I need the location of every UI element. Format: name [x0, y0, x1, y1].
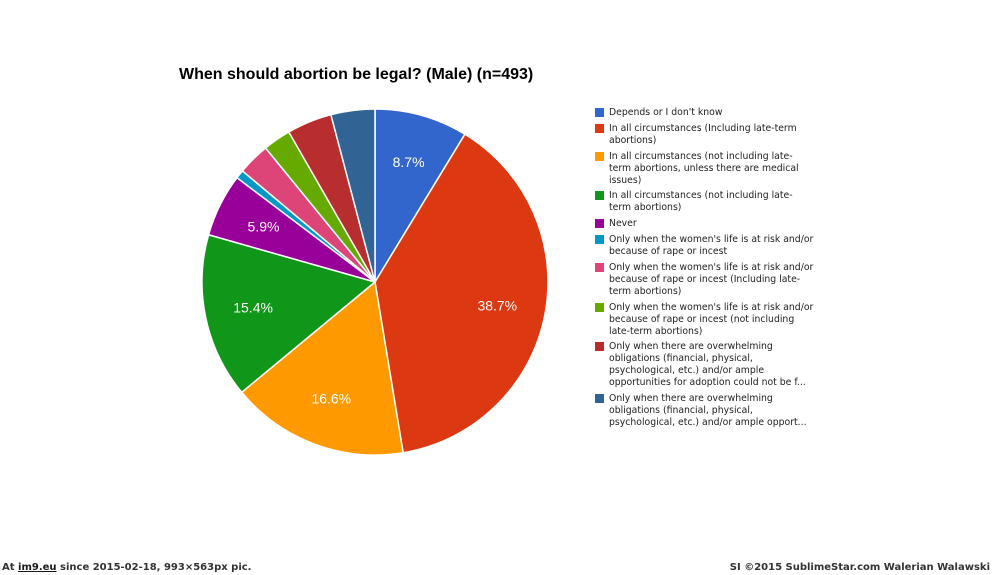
- legend-swatch-9: [595, 394, 604, 404]
- legend-item-5: Only when the women's life is at risk an…: [595, 234, 825, 258]
- legend-label-2-line-2: issues): [609, 174, 642, 186]
- legend-label-3-line-0: In all circumstances (not including late…: [609, 190, 793, 202]
- legend-item-0: Depends or I don't know: [595, 107, 825, 119]
- footer-credit-left: At im9.eu since 2015-02-18, 993×563px pi…: [2, 562, 251, 573]
- legend-label-2-line-0: In all circumstances (not including late…: [609, 150, 793, 162]
- legend-item-6: Only when the women's life is at risk an…: [595, 262, 825, 298]
- legend-item-4: Never: [595, 218, 825, 230]
- footer-site-link[interactable]: im9.eu: [18, 562, 57, 573]
- legend-swatch-7: [595, 302, 604, 312]
- pie-slice-label-4: 5.9%: [248, 219, 280, 235]
- legend-label-9-line-2: psychological, etc.) and/or ample opport…: [609, 416, 807, 428]
- legend-label-9-line-0: Only when there are overwhelming: [609, 393, 773, 405]
- pie-slice-1: [374, 133, 549, 454]
- legend-label-7-line-1: because of rape or incest (not including: [609, 313, 795, 325]
- pie-slice-3: [201, 233, 377, 394]
- legend-label-8-line-3: opportunities for adoption could not be …: [609, 377, 806, 389]
- legend-item-8: Only when there are overwhelming obligati…: [595, 341, 825, 389]
- legend-swatch-0: [595, 108, 604, 117]
- legend-swatch-2: [595, 151, 604, 161]
- legend-swatch-1: [595, 123, 604, 133]
- legend-swatch-5: [595, 235, 604, 245]
- legend-label-3-line-1: term abortions): [609, 202, 682, 214]
- legend-label-6-line-1: because of rape or incest (Including lat…: [609, 273, 801, 285]
- legend-swatch-6: [595, 262, 604, 272]
- legend-label-5-line-1: because of rape or incest: [609, 246, 728, 258]
- legend-label-0-line-0: Depends or I don't know: [609, 107, 723, 118]
- legend-item-7: Only when the women's life is at risk an…: [595, 302, 825, 338]
- pie-slice-label-2: 16.6%: [311, 391, 351, 407]
- pie-slice-label-1: 38.7%: [477, 298, 517, 314]
- legend-label-1-line-0: In all circumstances (Including late-ter…: [609, 122, 797, 134]
- legend-label-6-line-0: Only when the women's life is at risk an…: [609, 261, 814, 273]
- legend-swatch-4: [595, 219, 604, 229]
- pie-slice-2: [240, 280, 405, 456]
- legend-item-9: Only when there are overwhelming obligati…: [595, 393, 825, 429]
- chart-title: When should abortion be legal? (Male) (n…: [179, 66, 534, 83]
- legend-swatch-3: [595, 191, 604, 201]
- footer-credit-right: SI ©2015 SublimeStar.com Walerian Walaws…: [729, 562, 990, 573]
- legend-label-6-line-2: term abortions): [609, 285, 682, 297]
- pie-slice-0: [374, 108, 466, 285]
- legend-label-9-line-1: obligations (financial, physical,: [609, 404, 753, 416]
- legend-label-7-line-0: Only when the women's life is at risk an…: [609, 301, 814, 313]
- footer-bar: At im9.eu since 2015-02-18, 993×563px pi…: [0, 561, 993, 575]
- legend-label-4-line-0: Never: [609, 218, 637, 230]
- legend-item-1: In all circumstances (Including late-ter…: [595, 123, 825, 147]
- legend: Depends or I don't know In all circumstan…: [595, 107, 825, 433]
- legend-label-1-line-1: abortions): [609, 134, 657, 146]
- legend-label-7-line-2: late-term abortions): [609, 325, 703, 337]
- pie-slice-9: [330, 108, 376, 283]
- footer-prefix: At: [2, 562, 19, 573]
- legend-item-2: In all circumstances (not including late…: [595, 151, 825, 187]
- legend-label-8-line-0: Only when there are overwhelming: [609, 341, 773, 353]
- legend-label-8-line-1: obligations (financial, physical,: [609, 353, 753, 365]
- legend-swatch-8: [595, 342, 604, 352]
- legend-item-3: In all circumstances (not including late…: [595, 190, 825, 214]
- pie-slice-label-0: 8.7%: [393, 154, 425, 170]
- legend-label-5-line-0: Only when the women's life is at risk an…: [609, 234, 814, 246]
- legend-label-2-line-1: term abortions, unless there are medical: [609, 162, 799, 174]
- legend-label-8-line-2: psychological, etc.) and/or ample: [609, 365, 765, 377]
- footer-suffix: since 2015-02-18, 993×563px pic.: [56, 562, 252, 573]
- pie-slice-label-3: 15.4%: [233, 300, 273, 316]
